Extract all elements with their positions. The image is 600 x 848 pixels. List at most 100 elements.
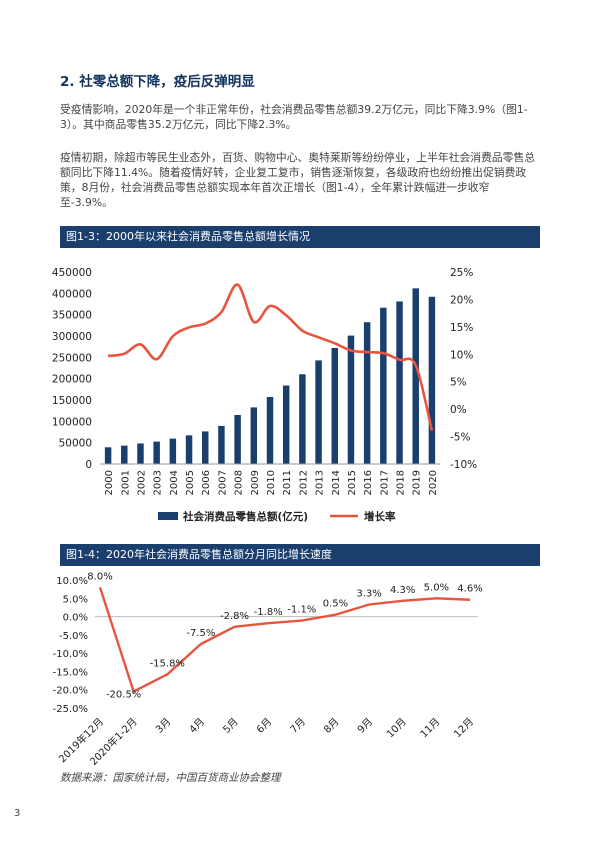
x-tick-label: 2008	[234, 470, 245, 495]
bar-retail-sales	[282, 385, 290, 464]
y-right-tick-label: 20%	[450, 294, 473, 306]
bar-retail-sales	[137, 443, 144, 464]
y-left-tick-label: 100000	[52, 416, 92, 428]
x-tick-label: 2017	[379, 470, 390, 495]
y-left-tick-label: 200000	[52, 374, 92, 386]
x-tick-label: 11月	[418, 716, 443, 741]
x-tick-label: 2006	[201, 470, 212, 495]
figure-1-4-caption: 图1-4：2020年社会消费品零售总额分月同比增长速度	[60, 544, 540, 566]
x-tick-label: 2012	[298, 470, 309, 495]
y-left-tick-label: 300000	[52, 331, 92, 343]
y-left-tick-label: 150000	[52, 395, 92, 407]
x-tick-label: 2005	[185, 470, 196, 495]
x-tick-label: 2003	[153, 470, 164, 495]
paragraph-2: 疫情初期，除超市等民生业态外，百货、购物中心、奥特莱斯等纷纷停业，上半年社会消费…	[60, 151, 536, 209]
x-tick-label: 12月	[452, 716, 477, 741]
y-tick-label: 0.0%	[63, 613, 88, 624]
data-label: -20.5%	[106, 690, 141, 701]
y-left-tick-label: 350000	[52, 310, 92, 322]
bar-retail-sales	[185, 435, 193, 464]
x-tick-label: 2000	[104, 470, 115, 495]
data-label: 0.5%	[323, 599, 348, 610]
bar-retail-sales	[363, 322, 371, 464]
data-label: 5.0%	[424, 582, 449, 593]
x-tick-label: 2009	[250, 470, 261, 495]
data-label: -1.8%	[254, 607, 283, 618]
x-tick-label: 2013	[315, 470, 326, 495]
y-left-tick-label: 50000	[59, 438, 92, 450]
figure-1-3-caption: 图1-3：2000年以来社会消费品零售总额增长情况	[60, 226, 540, 248]
x-tick-label: 2019	[412, 470, 423, 495]
y-right-tick-label: 15%	[450, 322, 473, 334]
y-right-tick-label: 5%	[450, 377, 467, 389]
x-tick-label: 5月	[221, 716, 241, 736]
bar-retail-sales	[218, 425, 225, 464]
y-tick-label: -25.0%	[53, 704, 88, 715]
data-label: 4.3%	[390, 585, 415, 596]
y-tick-label: -15.0%	[53, 667, 88, 678]
bar-retail-sales	[347, 335, 355, 464]
y-left-tick-label: 450000	[52, 267, 92, 279]
x-tick-label: 2015	[347, 470, 358, 495]
bar-retail-sales	[299, 374, 306, 464]
x-tick-label: 10月	[384, 716, 409, 741]
data-label: 3.3%	[356, 589, 381, 600]
y-tick-label: -10.0%	[53, 649, 88, 660]
y-tick-label: 5.0%	[63, 594, 88, 605]
bar-retail-sales	[250, 407, 258, 464]
x-tick-label: 2002	[136, 470, 147, 495]
y-right-tick-label: 25%	[450, 267, 473, 279]
chart-retail-sales-monthly: 10.0% 5.0% 0.0% -5.0% -10.0% -15.0% -20.0% -25.…	[53, 571, 483, 766]
y-right-tick-label: 0%	[450, 404, 467, 416]
growth-rate-line	[107, 283, 434, 431]
paragraph-1: 受疫情影响，2020年是一个非正常年份，社会消费品零售总额39.2万亿元，同比下…	[60, 103, 528, 131]
x-tick-label: 8月	[322, 716, 342, 736]
data-label: 8.0%	[87, 571, 112, 582]
x-tick-label: 2001	[120, 470, 131, 495]
bar-retail-sales	[380, 307, 387, 464]
bar-retail-sales	[121, 445, 128, 464]
bar-retail-sales	[234, 415, 241, 464]
x-tick-label: 6月	[254, 716, 274, 736]
data-label: -7.5%	[186, 628, 215, 639]
bar-retail-sales	[315, 360, 322, 464]
y-tick-label: -20.0%	[53, 686, 88, 697]
chart-retail-sales-annual: 450000 400000 350000 300000 250000 200000 1500…	[52, 267, 477, 523]
x-tick-label: 4月	[187, 716, 207, 736]
section-title: 2. 社零总额下降，疫后反弹明显	[60, 74, 255, 90]
bar-retail-sales	[169, 438, 177, 464]
data-label: 4.6%	[457, 584, 482, 595]
bar-retail-sales	[331, 347, 338, 464]
x-tick-label: 7月	[288, 716, 308, 736]
y-right-tick-label: 10%	[450, 349, 473, 361]
x-tick-label: 2014	[331, 470, 342, 495]
legend-swatch-bar	[158, 512, 178, 520]
data-label: -15.8%	[150, 658, 185, 669]
x-tick-label: 2004	[169, 470, 180, 495]
x-tick-label: 2010	[266, 470, 277, 495]
y-left-tick-label: 0	[85, 459, 92, 471]
x-tick-label: 2020	[428, 470, 439, 495]
x-tick-label: 9月	[355, 716, 375, 736]
bar-retail-sales	[396, 301, 403, 464]
data-label: -2.8%	[220, 611, 249, 622]
y-right-tick-label: -10%	[450, 459, 477, 471]
legend-label-line: 增长率	[364, 510, 396, 523]
bar-retail-sales	[104, 447, 112, 464]
bar-retail-sales	[202, 431, 209, 464]
y-right-tick-label: -5%	[450, 432, 470, 444]
bar-retail-sales	[412, 288, 419, 464]
bar-retail-sales	[266, 397, 274, 464]
legend-label-bar: 社会消费品零售总额(亿元)	[182, 510, 308, 523]
y-tick-label: -5.0%	[59, 631, 88, 642]
x-tick-label: 2016	[363, 470, 374, 495]
x-tick-label: 2018	[396, 470, 407, 495]
bar-retail-sales	[428, 296, 436, 464]
y-left-tick-label: 400000	[52, 288, 92, 300]
x-tick-label: 2007	[217, 470, 228, 495]
x-tick-label: 3月	[153, 716, 173, 736]
y-left-tick-label: 250000	[52, 352, 92, 364]
data-source-note: 数据来源：国家统计局，中国百货商业协会整理	[60, 772, 281, 784]
x-tick-label: 2011	[282, 470, 293, 495]
page-number: 3	[14, 808, 21, 819]
